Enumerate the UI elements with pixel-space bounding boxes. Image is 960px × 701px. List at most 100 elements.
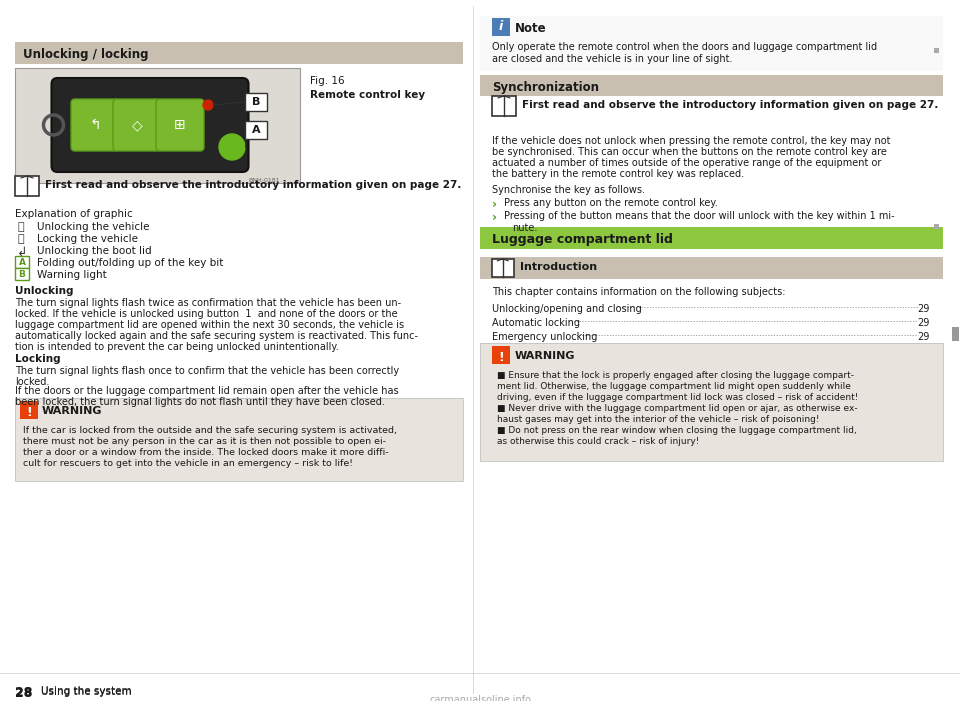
Text: ⊞: ⊞ — [174, 118, 186, 132]
Text: haust gases may get into the interior of the vehicle – risk of poisoning!: haust gases may get into the interior of… — [497, 415, 820, 424]
Bar — [15, 42, 463, 64]
Bar — [480, 343, 943, 461]
Bar — [480, 75, 943, 96]
Text: The turn signal lights flash once to confirm that the vehicle has been correctly: The turn signal lights flash once to con… — [15, 366, 399, 376]
Text: Unlocking the vehicle: Unlocking the vehicle — [37, 222, 150, 232]
Text: automatically locked again and the safe securing system is reactivated. This fun: automatically locked again and the safe … — [15, 331, 418, 341]
Circle shape — [203, 100, 213, 110]
Text: ›: › — [492, 198, 497, 211]
Text: Luggage compartment lid: Luggage compartment lid — [492, 233, 673, 246]
Text: If the doors or the luggage compartment lid remain open after the vehicle has: If the doors or the luggage compartment … — [15, 386, 398, 396]
Text: ↰: ↰ — [89, 118, 101, 132]
Text: If the car is locked from the outside and the safe securing system is activated,: If the car is locked from the outside an… — [23, 426, 397, 435]
FancyBboxPatch shape — [52, 78, 249, 172]
Text: Only operate the remote control when the doors and luggage compartment lid: Only operate the remote control when the… — [492, 42, 877, 52]
Text: WARNING: WARNING — [42, 406, 103, 416]
Text: Press any button on the remote control key.: Press any button on the remote control k… — [504, 198, 718, 208]
Text: First read and observe the introductory information given on page 27.: First read and observe the introductory … — [45, 180, 462, 190]
Text: BNH-0181: BNH-0181 — [248, 178, 279, 183]
Text: The turn signal lights flash twice as confirmation that the vehicle has been un-: The turn signal lights flash twice as co… — [15, 298, 401, 308]
Bar — [952, 327, 959, 341]
Text: cult for rescuers to get into the vehicle in an emergency – risk to life!: cult for rescuers to get into the vehicl… — [23, 459, 353, 468]
Text: ther a door or a window from the inside. The locked doors make it more diffi-: ther a door or a window from the inside.… — [23, 448, 389, 457]
FancyBboxPatch shape — [113, 99, 161, 151]
Bar — [245, 93, 267, 111]
Text: actuated a number of times outside of the operative range of the equipment or: actuated a number of times outside of th… — [492, 158, 881, 168]
Text: as otherwise this could crack – risk of injury!: as otherwise this could crack – risk of … — [497, 437, 700, 446]
Bar — [492, 18, 510, 36]
Bar — [15, 398, 463, 481]
Circle shape — [219, 134, 245, 160]
Text: tion is intended to prevent the car being unlocked unintentionally.: tion is intended to prevent the car bein… — [15, 342, 339, 352]
Text: been locked, the turn signal lights do not flash until they have been closed.: been locked, the turn signal lights do n… — [15, 397, 385, 407]
Text: Warning light: Warning light — [37, 270, 107, 280]
Text: ■ Do not press on the rear window when closing the luggage compartment lid,: ■ Do not press on the rear window when c… — [497, 426, 856, 435]
Text: locked. If the vehicle is unlocked using button  1  and none of the doors or the: locked. If the vehicle is unlocked using… — [15, 309, 397, 319]
Text: WARNING: WARNING — [515, 351, 575, 361]
Text: Using the system: Using the system — [41, 686, 132, 696]
Text: 28: 28 — [15, 687, 33, 700]
FancyBboxPatch shape — [156, 99, 204, 151]
Text: Fig. 16: Fig. 16 — [310, 76, 345, 86]
Text: Note: Note — [515, 22, 546, 35]
Bar — [934, 48, 939, 53]
Bar — [15, 176, 39, 196]
Bar — [934, 224, 939, 229]
Text: First read and observe the introductory information given on page 27.: First read and observe the introductory … — [522, 100, 938, 110]
Text: Emergency unlocking: Emergency unlocking — [492, 332, 597, 342]
Text: Introduction: Introduction — [520, 262, 597, 272]
Bar — [20, 401, 38, 419]
Text: i: i — [499, 20, 503, 34]
Text: Locking the vehicle: Locking the vehicle — [37, 234, 138, 244]
Text: 29: 29 — [918, 318, 930, 328]
Text: If the vehicle does not unlock when pressing the remote control, the key may not: If the vehicle does not unlock when pres… — [492, 136, 891, 146]
Text: A: A — [252, 125, 260, 135]
Text: 29: 29 — [918, 304, 930, 314]
Bar — [492, 346, 510, 364]
Bar — [15, 256, 29, 268]
Text: luggage compartment lid are opened within the next 30 seconds, the vehicle is: luggage compartment lid are opened withi… — [15, 320, 404, 330]
Bar — [15, 68, 300, 183]
Text: Synchronization: Synchronization — [492, 81, 599, 94]
Text: there must not be any person in the car as it is then not possible to open ei-: there must not be any person in the car … — [23, 437, 386, 446]
Bar — [245, 121, 267, 139]
FancyBboxPatch shape — [71, 99, 119, 151]
Text: Unlocking / locking: Unlocking / locking — [23, 48, 149, 61]
Text: B: B — [18, 270, 25, 279]
Bar — [15, 398, 463, 481]
Text: Using the system: Using the system — [41, 687, 132, 697]
Text: ■ Ensure that the lock is properly engaged after closing the luggage compart-: ■ Ensure that the lock is properly engag… — [497, 371, 854, 380]
Text: 28: 28 — [15, 686, 33, 699]
Text: ↲: ↲ — [17, 246, 28, 259]
Text: locked.: locked. — [15, 377, 49, 387]
Text: !: ! — [26, 406, 32, 419]
Text: the battery in the remote control key was replaced.: the battery in the remote control key wa… — [492, 169, 744, 179]
Text: be synchronised. This can occur when the buttons on the remote control key are: be synchronised. This can occur when the… — [492, 147, 887, 157]
Text: Folding out/folding up of the key bit: Folding out/folding up of the key bit — [37, 258, 224, 268]
Text: are closed and the vehicle is in your line of sight.: are closed and the vehicle is in your li… — [492, 54, 732, 64]
Text: Remote control key: Remote control key — [310, 90, 425, 100]
Text: Synchronise the key as follows.: Synchronise the key as follows. — [492, 185, 645, 195]
Bar — [480, 16, 943, 71]
Text: 🔒: 🔒 — [17, 234, 24, 244]
Text: A: A — [18, 258, 26, 267]
Text: ment lid. Otherwise, the luggage compartment lid might open suddenly while: ment lid. Otherwise, the luggage compart… — [497, 382, 851, 391]
Text: 🔓: 🔓 — [17, 222, 24, 232]
Bar — [492, 96, 516, 116]
Text: Unlocking/opening and closing: Unlocking/opening and closing — [492, 304, 641, 314]
Text: ›: › — [492, 211, 497, 224]
Text: ■ Never drive with the luggage compartment lid open or ajar, as otherwise ex-: ■ Never drive with the luggage compartme… — [497, 404, 857, 413]
Text: nute.: nute. — [512, 223, 538, 233]
Text: Unlocking the boot lid: Unlocking the boot lid — [37, 246, 152, 256]
Text: 29: 29 — [918, 332, 930, 342]
Bar — [480, 343, 943, 461]
Text: Automatic locking: Automatic locking — [492, 318, 580, 328]
Text: Pressing of the button means that the door will unlock with the key within 1 mi-: Pressing of the button means that the do… — [504, 211, 895, 221]
Bar — [492, 259, 514, 277]
Text: This chapter contains information on the following subjects:: This chapter contains information on the… — [492, 287, 785, 297]
Bar — [15, 268, 29, 280]
Text: carmanualsoline.info: carmanualsoline.info — [429, 695, 531, 701]
Text: Unlocking: Unlocking — [15, 286, 74, 296]
Text: Explanation of graphic: Explanation of graphic — [15, 209, 132, 219]
Text: driving, even if the luggage compartment lid lock was closed – risk of accident!: driving, even if the luggage compartment… — [497, 393, 858, 402]
